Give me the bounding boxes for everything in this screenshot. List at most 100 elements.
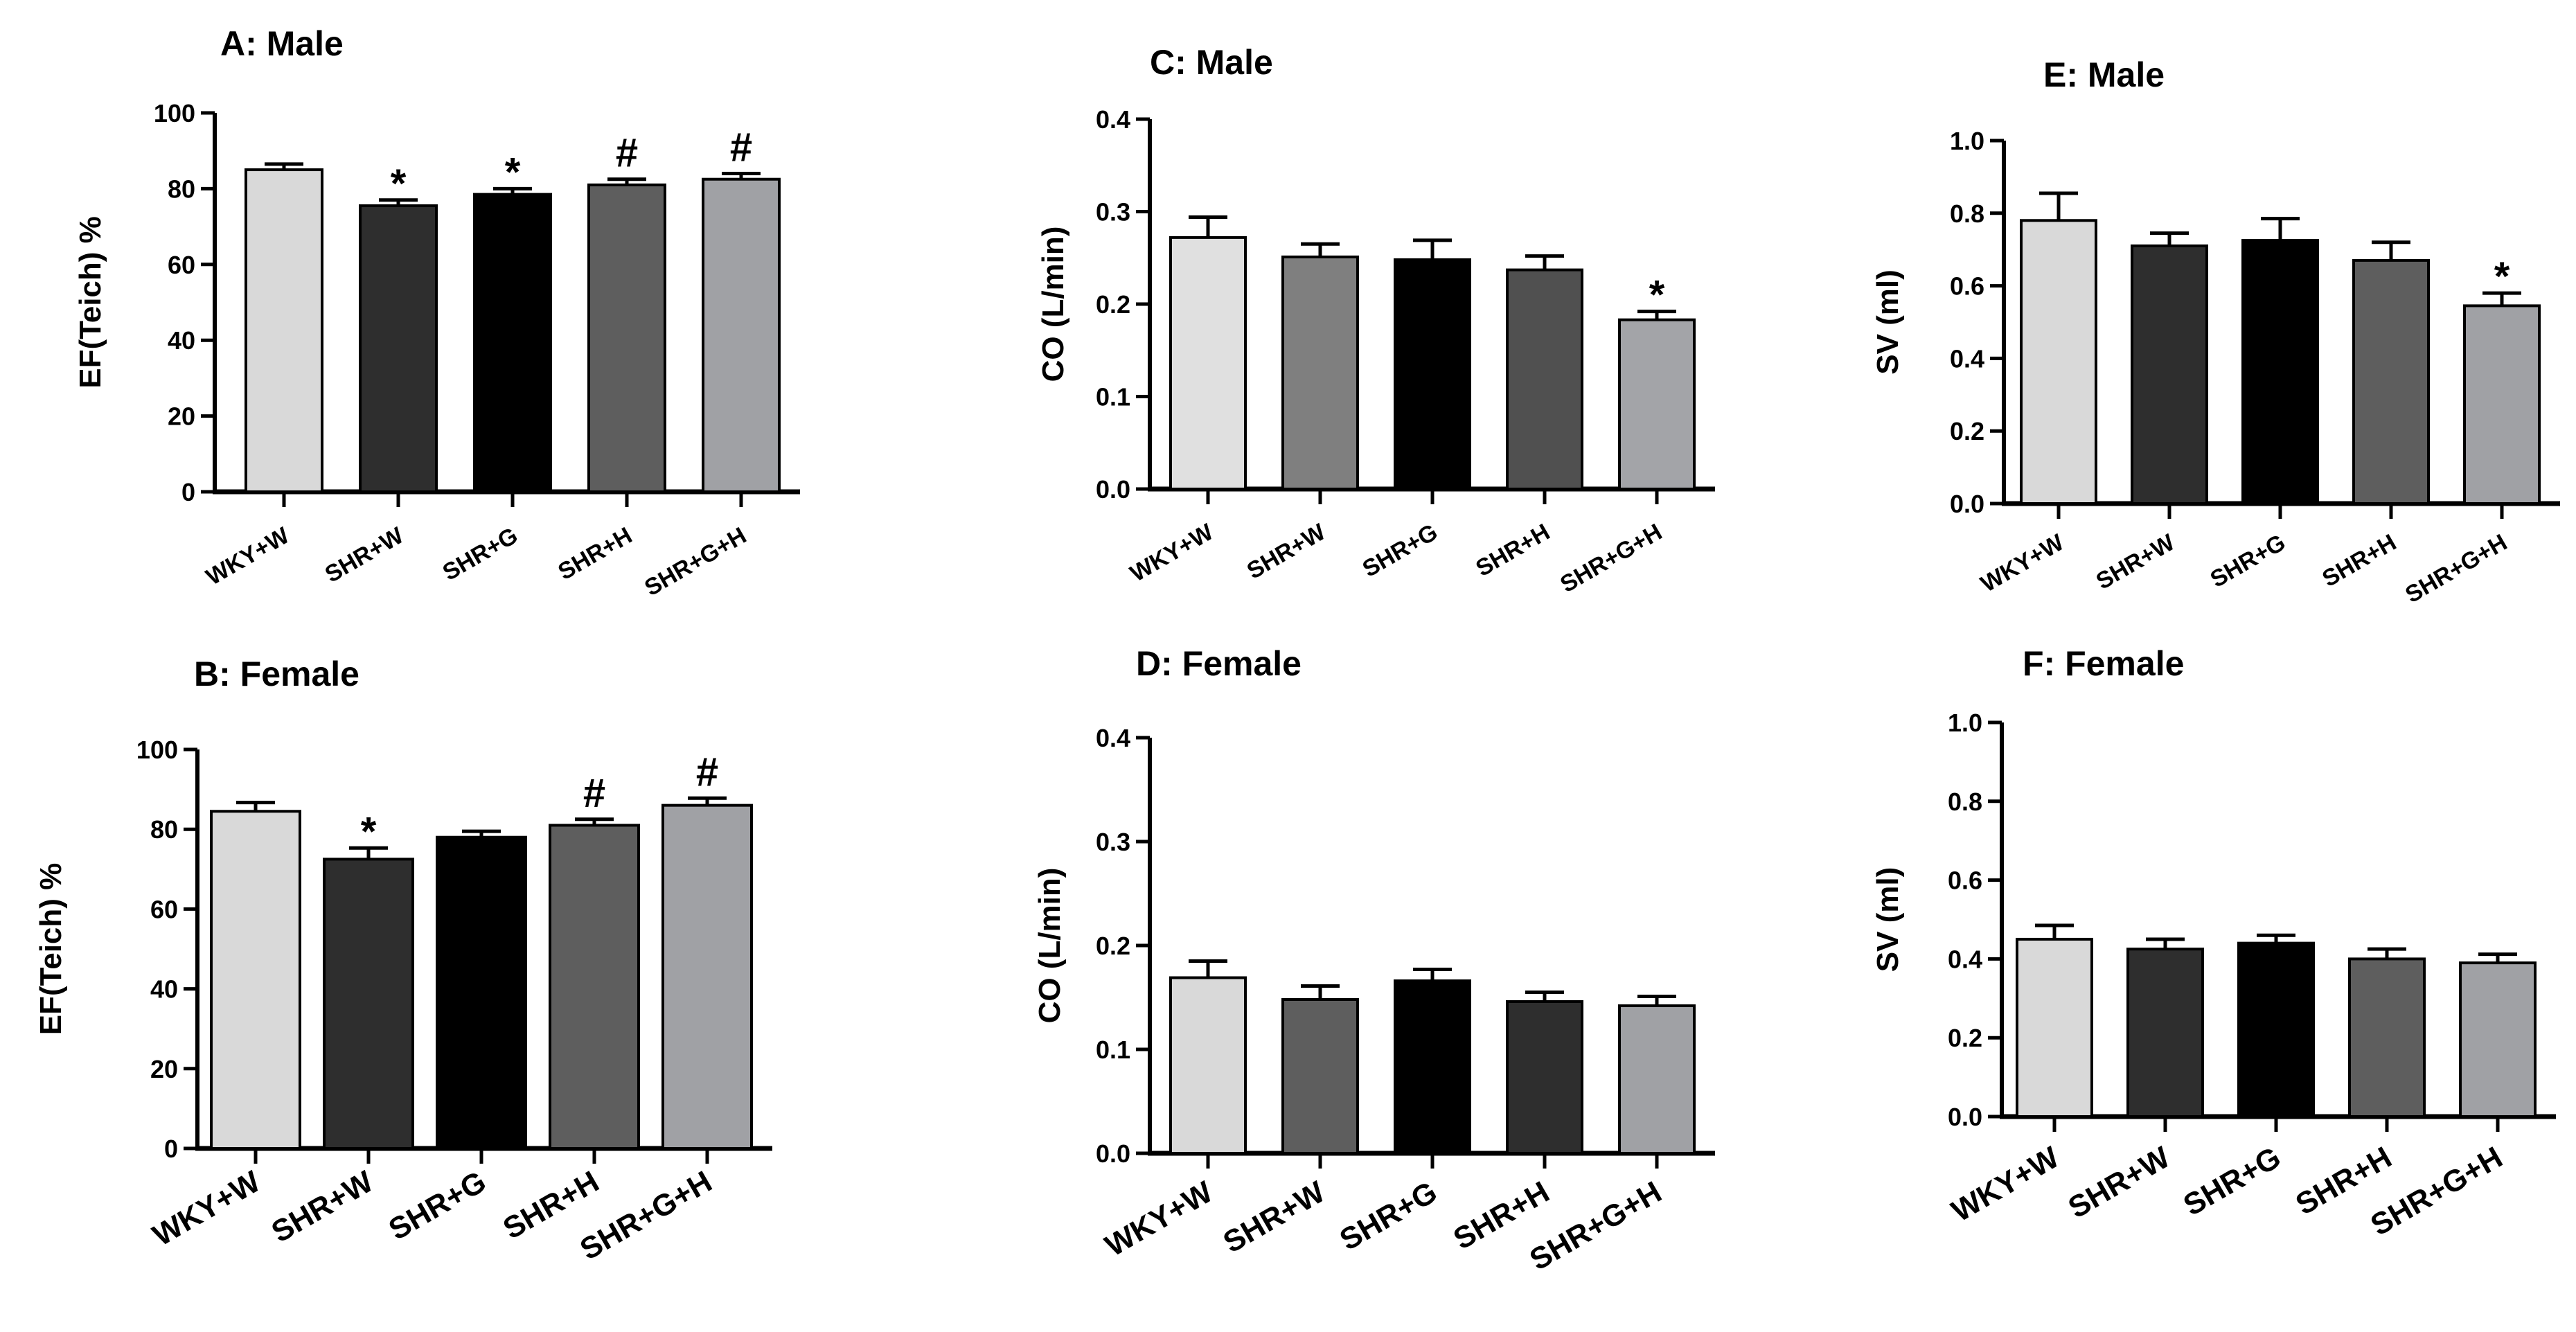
- x-tick-label: SHR+G+H: [2401, 529, 2512, 608]
- y-tick-label: 0.0: [1950, 490, 1984, 518]
- significance-hash: #: [616, 131, 638, 176]
- y-axis-label: SV (ml): [1871, 269, 1905, 375]
- bar-wky-w: [2020, 219, 2097, 505]
- chart-panel-e: E: Male SV (ml) 0.0 0.2 0.4 0.6 0.8 1.0 WKY+W SHR…: [1871, 55, 2560, 608]
- bar-shr-w: [1281, 255, 1359, 490]
- y-tick-label: 1.0: [1948, 709, 1982, 737]
- bar-shr-h: [2352, 258, 2430, 505]
- y-tick-label: 20: [168, 402, 195, 431]
- x-tick-label: SHR+H: [1471, 519, 1554, 582]
- bar-shr-w: [1281, 998, 1359, 1155]
- y-tick-label: 0: [164, 1135, 178, 1163]
- y-tick-label: 40: [150, 975, 178, 1004]
- y-tick-label: 0.2: [1950, 417, 1984, 445]
- bar-shr-g-h: [702, 177, 781, 493]
- bar-wky-w: [1169, 236, 1247, 490]
- bar-shr-w: [323, 858, 414, 1151]
- bar-wky-w: [2016, 937, 2093, 1118]
- y-tick-label: 0.2: [1096, 290, 1130, 319]
- x-tick-label: SHR+G: [1358, 519, 1442, 583]
- significance-star: *: [505, 150, 521, 195]
- bar-shr-h: [2348, 957, 2426, 1119]
- x-tick-label: WKY+W: [1099, 1175, 1218, 1263]
- bar-shr-h: [1506, 1000, 1583, 1155]
- x-tick-label: WKY+W: [1126, 519, 1218, 587]
- significance-star: *: [391, 161, 407, 206]
- x-tick-label: WKY+W: [1976, 529, 2068, 598]
- bar-shr-w: [2126, 948, 2204, 1119]
- bar-shr-h: [1506, 268, 1583, 490]
- bar-shr-g-h: [1618, 1004, 1696, 1155]
- y-axis-label: CO (L/min): [1036, 227, 1070, 382]
- y-tick-label: 0.3: [1096, 828, 1130, 856]
- bar-shr-g-h: [2459, 961, 2537, 1118]
- x-tick-label: SHR+G: [2206, 529, 2290, 593]
- chart-panel-a: A: Male EF(Teich) % 0 20 40 60 80 100 WKY+W SHR+W…: [73, 24, 800, 601]
- x-tick-label: WKY+W: [1946, 1140, 2065, 1229]
- y-tick-label: 100: [136, 736, 178, 764]
- y-tick-label: 0.8: [1950, 199, 1984, 228]
- bar-shr-g: [2237, 941, 2315, 1119]
- x-tick-label: SHR+G: [1334, 1175, 1443, 1257]
- y-tick-label: 60: [150, 895, 178, 923]
- significance-hash: #: [583, 771, 605, 816]
- bar-shr-g-h: [661, 803, 753, 1150]
- bar-shr-g-h: [1618, 318, 1696, 490]
- y-tick-label: 0.6: [1948, 867, 1982, 895]
- y-tick-label: 0.2: [1948, 1024, 1982, 1052]
- significance-star: *: [1649, 273, 1665, 318]
- bar-shr-g: [436, 835, 527, 1150]
- y-tick-label: 20: [150, 1055, 178, 1083]
- y-tick-label: 0.0: [1948, 1103, 1982, 1131]
- bar-shr-g: [1394, 258, 1471, 490]
- panel-title: B: Female: [194, 655, 359, 693]
- x-tick-label: WKY+W: [202, 522, 294, 591]
- y-tick-label: 0.1: [1096, 383, 1130, 411]
- bar-shr-h: [549, 824, 640, 1150]
- y-tick-label: 0.3: [1096, 198, 1130, 227]
- x-tick-label: SHR+W: [1243, 519, 1331, 585]
- bar-wky-w: [210, 810, 301, 1151]
- x-tick-label: SHR+W: [2092, 529, 2180, 595]
- panel-title: F: Female: [2023, 644, 2184, 683]
- chart-panel-c: C: Male CO (L/min) 0.0 0.1 0.2 0.3 0.4 WKY+W SHR…: [1036, 43, 1715, 598]
- y-tick-label: 100: [154, 99, 195, 127]
- y-tick-label: 40: [168, 326, 195, 355]
- y-axis-label: SV (ml): [1871, 867, 1905, 973]
- x-tick-label: SHR+W: [2063, 1140, 2176, 1225]
- bar-shr-g: [2241, 239, 2319, 505]
- x-tick-label: SHR+G+H: [640, 522, 751, 601]
- bar-shr-g: [1394, 979, 1471, 1155]
- y-tick-label: 1.0: [1950, 127, 1984, 155]
- bar-wky-w: [1169, 976, 1247, 1155]
- y-tick-label: 0.2: [1096, 932, 1130, 960]
- significance-hash: #: [696, 749, 718, 794]
- y-tick-label: 0: [181, 478, 195, 506]
- x-tick-label: SHR+G: [383, 1164, 492, 1247]
- y-tick-label: 80: [150, 815, 178, 844]
- x-tick-label: SHR+G+H: [1556, 519, 1667, 598]
- y-tick-label: 0.6: [1950, 272, 1984, 301]
- x-tick-label: SHR+W: [321, 522, 409, 588]
- panel-title: C: Male: [1150, 43, 1273, 82]
- x-tick-label: SHR+W: [1218, 1175, 1331, 1260]
- y-tick-label: 0.4: [1950, 344, 1984, 373]
- bar-shr-g: [473, 193, 552, 493]
- x-tick-label: SHR+G: [438, 522, 522, 586]
- y-tick-label: 0.4: [1096, 724, 1130, 752]
- y-tick-label: 0.8: [1948, 788, 1982, 816]
- y-tick-label: 0.4: [1096, 105, 1130, 134]
- panel-title: A: Male: [220, 24, 344, 63]
- y-tick-label: 60: [168, 251, 195, 279]
- bar-shr-w: [2131, 244, 2208, 505]
- significance-star: *: [361, 809, 377, 854]
- x-tick-label: SHR+H: [2318, 529, 2401, 592]
- y-axis-label: EF(Teich) %: [73, 216, 107, 389]
- y-tick-label: 0.0: [1096, 475, 1130, 504]
- bar-shr-h: [587, 183, 666, 493]
- y-tick-label: 0.1: [1096, 1036, 1130, 1064]
